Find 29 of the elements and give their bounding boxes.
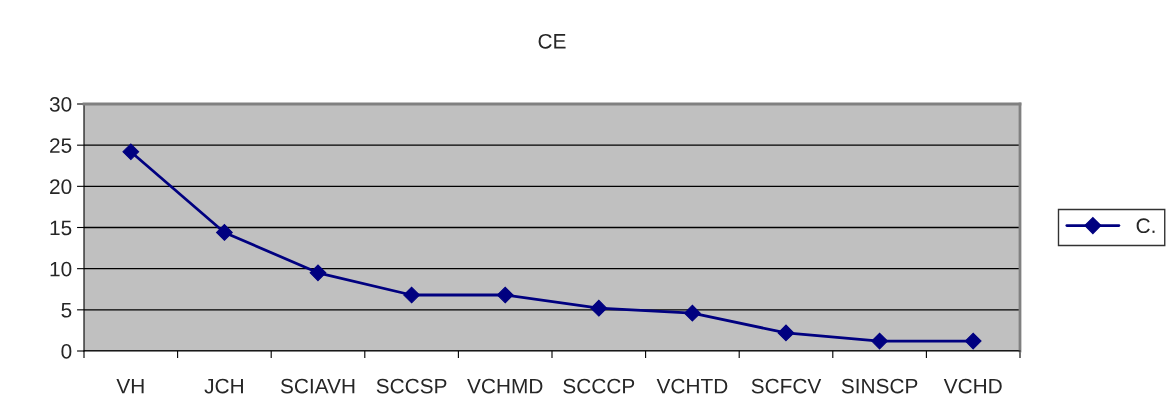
y-tick-label: 15 bbox=[50, 220, 72, 236]
x-tick-label: VCHD bbox=[943, 378, 1002, 394]
point bbox=[684, 304, 701, 322]
y-tick-label: 20 bbox=[50, 179, 72, 195]
point bbox=[216, 224, 233, 241]
y-tick-label: 10 bbox=[50, 261, 72, 277]
point bbox=[309, 264, 327, 282]
x-tick-label: SCCCP bbox=[563, 378, 635, 394]
point bbox=[403, 286, 420, 304]
point bbox=[871, 332, 888, 350]
point bbox=[777, 324, 795, 342]
x-tick-label: VH bbox=[116, 378, 144, 394]
point bbox=[496, 286, 514, 304]
point bbox=[964, 332, 982, 350]
x-tick-label: VCHTD bbox=[656, 378, 728, 394]
point bbox=[590, 299, 608, 317]
y-tick-label: 30 bbox=[49, 97, 72, 112]
x-tick-label: SCIAVH bbox=[280, 378, 355, 394]
x-tick-label: SINSCP bbox=[841, 378, 918, 394]
x-tick-label: SCCSP bbox=[376, 378, 447, 394]
x-tick-label: VCHMD bbox=[467, 378, 543, 394]
y-tick-label: 25 bbox=[50, 138, 72, 153]
point bbox=[122, 143, 140, 161]
y-tick-label: 0 bbox=[61, 344, 72, 359]
y-tick-label: 5 bbox=[61, 303, 72, 318]
x-tick-label: SCFCV bbox=[751, 378, 822, 394]
legend-label: C. bbox=[1136, 218, 1155, 234]
chart-title: CE bbox=[538, 33, 566, 49]
x-tick-label: JCH bbox=[204, 378, 243, 394]
